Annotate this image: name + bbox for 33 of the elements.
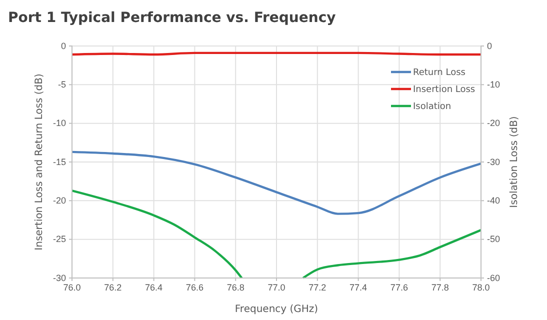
x-tick-label: 77.2 [308,282,326,292]
y-tick-label: -20 [52,196,66,206]
x-tick-label: 77.6 [390,282,408,292]
y2-axis-title: Isolation Loss (dB) [509,116,520,208]
y-tick-label: -10 [52,118,66,128]
legend-label: Insertion Loss [413,85,476,95]
y2-tick-label: -30 [487,156,500,167]
x-tick-label: 76.6 [186,282,204,292]
y2-tick-label: -60 [487,272,500,283]
x-tick-label: 76.2 [104,282,122,292]
x-tick-label: 76.0 [63,282,81,292]
y-tick-label: 0 [60,40,66,51]
x-tick-label: 76.4 [145,282,163,292]
x-axis-title: Frequency (GHz) [234,304,318,315]
y-axis-title: Insertion Loss and Return Loss (dB) [34,74,45,250]
y2-tick-label: -40 [487,196,500,206]
x-tick-label: 77.8 [431,282,449,292]
line-series [70,150,482,215]
y2-tick-label: -50 [487,234,500,244]
x-tick-label: 76.8 [226,282,244,292]
legend-label: Return Loss [413,68,466,78]
legend-label: Isolation [413,102,452,112]
chart-title: Port 1 Typical Performance vs. Frequency [8,10,336,26]
y-tick-label: -5 [58,80,66,90]
y-tick-label: -15 [52,156,66,167]
y2-tick-label: -20 [487,118,500,128]
x-tick-label: 78.0 [472,282,490,292]
y-tick-label: -25 [52,234,66,244]
y2-tick-label: 0 [487,40,492,51]
x-tick-label: 77.4 [350,282,368,292]
y2-tick-label: -10 [487,80,500,90]
x-tick-label: 77.0 [268,282,286,292]
y-tick-label: -30 [52,272,66,283]
